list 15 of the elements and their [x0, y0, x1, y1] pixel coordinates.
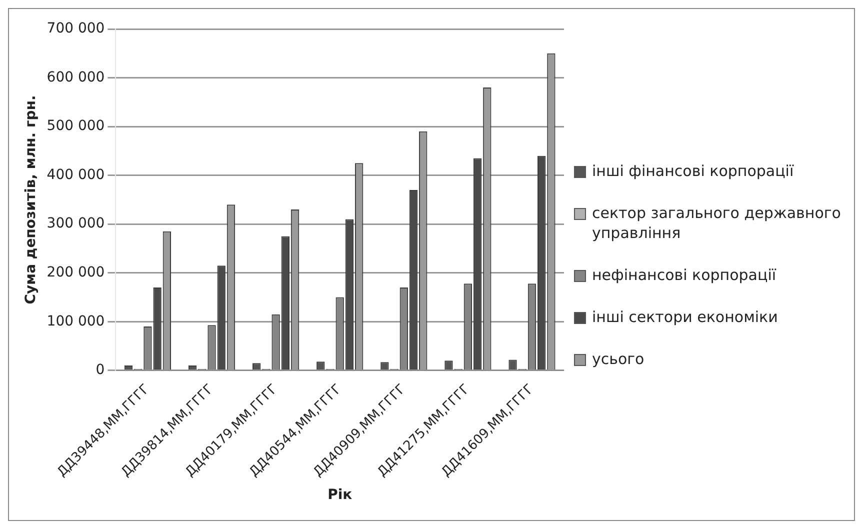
x-axis-title: Рік: [328, 487, 353, 504]
legend-label: усього: [592, 348, 644, 368]
y-tick-label: 0: [96, 362, 105, 378]
y-axis-title: Сума депозитів, млн. грн.: [23, 95, 40, 304]
y-tick-label: 300 000: [46, 216, 105, 232]
y-tick-label: 500 000: [46, 118, 105, 134]
y-tick-label: 700 000: [46, 20, 105, 37]
legend-label: нефінансові корпорації: [592, 264, 776, 284]
legend-label: сектор загального державного управління: [592, 202, 842, 242]
y-tick-label: 400 000: [46, 166, 105, 183]
y-tick-label: 100 000: [46, 313, 105, 330]
y-tick-label: 600 000: [46, 69, 105, 86]
legend-label: інші сектори економіки: [592, 306, 778, 326]
y-tick-label: 200 000: [46, 264, 105, 281]
legend-label: інші фінансові корпорації: [592, 160, 794, 180]
